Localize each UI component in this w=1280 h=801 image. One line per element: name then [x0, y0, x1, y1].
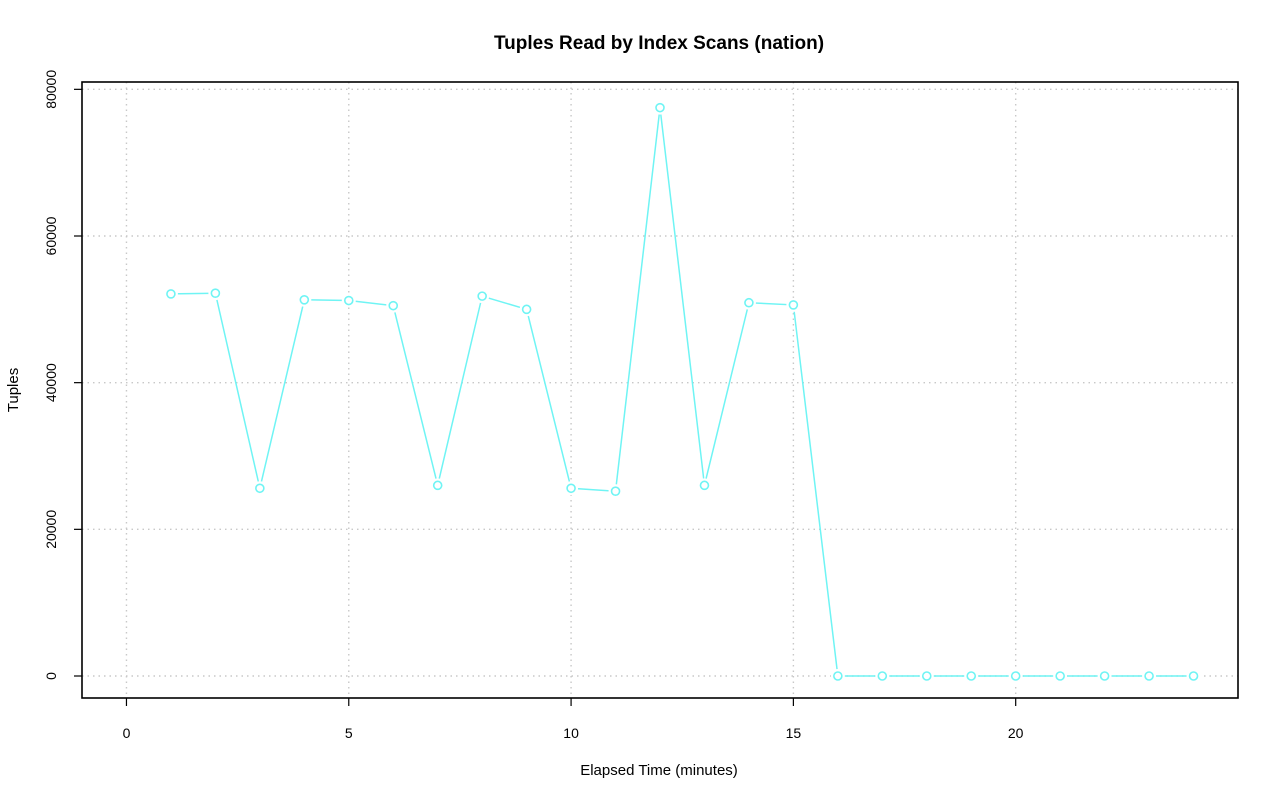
data-point	[610, 486, 621, 497]
data-point	[432, 480, 443, 491]
data-point-gap	[786, 297, 801, 312]
x-tick-label: 15	[786, 725, 802, 741]
data-point	[521, 304, 532, 315]
y-tick-label: 60000	[43, 216, 59, 255]
grid	[82, 82, 1238, 698]
data-point	[166, 289, 176, 299]
data-point	[477, 291, 487, 301]
data-point-gap	[697, 478, 712, 493]
data-point	[343, 295, 354, 306]
data-point-gap	[919, 669, 934, 683]
data-point-gap	[1097, 669, 1112, 683]
data-point	[744, 297, 754, 308]
data-point-gap	[1053, 669, 1068, 683]
series	[163, 100, 1201, 683]
x-axis-label: Elapsed Time (minutes)	[580, 762, 738, 779]
data-point	[877, 671, 888, 681]
plot-frame	[81, 81, 1239, 699]
data-point-gap	[964, 669, 979, 683]
y-axis-label: Tuples	[5, 368, 22, 412]
data-point-gap	[430, 478, 445, 493]
data-point	[655, 102, 665, 113]
data-point	[699, 480, 710, 491]
data-point-gap	[1008, 669, 1023, 683]
x-tick-label: 10	[563, 725, 579, 741]
data-point-gap	[297, 292, 312, 307]
data-point-gap	[475, 289, 490, 304]
data-point-gap	[608, 484, 623, 499]
x-axis: 0 5 10 15 20	[123, 698, 1024, 741]
data-point-gap	[1186, 669, 1201, 683]
data-point	[299, 294, 310, 305]
data-point	[1010, 671, 1021, 681]
data-point-gap	[875, 669, 890, 683]
y-tick-label: 20000	[43, 510, 59, 549]
data-point-gap	[653, 100, 667, 115]
data-point	[788, 300, 799, 310]
data-point-gap	[519, 302, 534, 317]
data-point	[388, 300, 399, 311]
data-point	[210, 288, 221, 299]
y-axis: 0 20000 40000 60000 80000	[43, 70, 82, 680]
data-point-gap	[386, 298, 401, 313]
y-tick-label: 0	[43, 672, 59, 680]
data-point	[1055, 671, 1065, 681]
data-point	[921, 671, 932, 681]
series-line	[170, 107, 1194, 677]
data-point-gap	[830, 669, 845, 683]
data-point	[1099, 671, 1110, 681]
y-tick-label: 40000	[43, 363, 59, 402]
data-point-gap	[252, 481, 267, 496]
data-point-gap	[564, 481, 579, 496]
data-point	[1144, 671, 1154, 681]
data-point	[566, 483, 576, 494]
data-point-gap	[208, 286, 223, 301]
data-point	[255, 483, 265, 494]
data-point-gap	[163, 286, 178, 301]
data-point-gap	[741, 295, 756, 310]
data-point	[1188, 671, 1199, 681]
data-point-gap	[1142, 669, 1157, 683]
x-tick-label: 20	[1008, 725, 1024, 741]
x-tick-label: 5	[345, 725, 353, 741]
x-tick-label: 0	[123, 725, 131, 741]
chart-title: Tuples Read by Index Scans (nation)	[494, 33, 824, 54]
y-tick-label: 80000	[43, 70, 59, 109]
data-point	[966, 671, 977, 681]
data-point	[833, 671, 843, 681]
data-point-gap	[341, 293, 356, 308]
